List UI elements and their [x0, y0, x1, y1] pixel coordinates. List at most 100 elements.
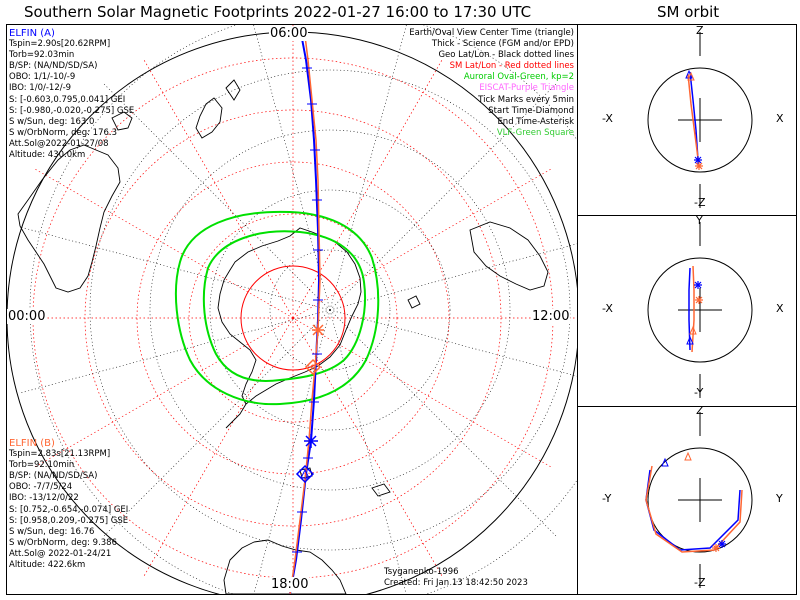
elfin-b-info-line: Tspin=2.83s[21.13RPM] [9, 449, 111, 460]
orbit-label-bottom: -Z [694, 576, 706, 589]
orbit-elfin-b [645, 465, 743, 553]
geo-lon-line [329, 25, 407, 311]
elfin-a-info-line: Altitude: 430.0km [9, 150, 86, 161]
orbit-frame [577, 24, 797, 595]
orbit-elfin-a-triangle [686, 335, 694, 345]
geo-lon-line [103, 83, 331, 311]
elfin-a-info: ELFIN (A) Tspin=2.90s[20.62RPM] Torb=92.0… [9, 28, 134, 161]
legend-entry: Tick Marks every 5min [478, 94, 574, 105]
geo-lat-circle [269, 249, 391, 371]
geo-lon-line [329, 309, 557, 537]
orbit-label-top: Y [696, 214, 703, 227]
auroral-oval [174, 210, 380, 406]
geo-lat-circle [149, 129, 511, 491]
plot-title: Southern Solar Magnetic Footprints 2022-… [24, 3, 532, 21]
mlt-label-top: 06:00 [269, 26, 309, 41]
orbit-label-right: X [776, 112, 784, 125]
new-zealand-coast [195, 97, 223, 139]
orbit-label-top: Z [696, 404, 704, 417]
elfin-a-name: ELFIN (A) [9, 28, 55, 39]
geo-lon-line [329, 309, 407, 594]
elfin-b-info-line: B/SP: (NA/ND/SD/SA) [9, 471, 98, 482]
geo-lon-line [329, 309, 577, 377]
orbit-label-bottom: -Y [694, 386, 704, 399]
elfin-a-info-line: S w/Sun, deg: 163.0 [9, 116, 95, 127]
elfin-a-info-line: S: [-0.603,0.795,0.041] GEI [9, 94, 126, 105]
kerguelen [407, 295, 421, 309]
orbit-elfin-a-triangle [661, 457, 669, 467]
legend-entry: EISCAT-Purple Triangle [479, 83, 574, 94]
sm-polar-circle [240, 265, 346, 371]
model-label: Tsyganenko-1996 [384, 567, 459, 577]
orbit-elfin-b-asterisk [695, 162, 703, 170]
sm-lon-line [292, 167, 553, 319]
tasmania-coast [111, 111, 133, 131]
orbit-label-left: -Y [602, 492, 612, 505]
new-zealand-north [225, 79, 241, 101]
legend-entry: Thick - Science (FGM and/or EPD) [431, 39, 574, 50]
track-tick-marks [292, 67, 323, 553]
south-america-coast [223, 539, 347, 594]
elfin-b-start-diamond [304, 358, 322, 376]
mlt-label-bottom: 18:00 [270, 577, 310, 592]
legend: Earth/Oval View Center Time (triangle) Th… [409, 28, 574, 139]
elfin-a-start-diamond [295, 464, 315, 484]
south-georgia [371, 483, 391, 497]
orbit-elfin-b-triangle [684, 451, 692, 461]
elfin-a-info-line: IBO: 1/0/-12/-9 [9, 83, 72, 94]
elfin-a-center-triangle [300, 468, 310, 479]
orbit-elfin-a-asterisk [694, 281, 702, 289]
orbit-elfin-b-triangle [687, 71, 695, 81]
orbit-label-left: -X [602, 112, 613, 125]
mlt-label-right: 12:00 [531, 309, 571, 324]
elfin-b-info: ELFIN (B) Tspin=2.83s[21.13RPM] Torb=92.1… [9, 438, 128, 571]
elfin-a-end-asterisk [304, 434, 318, 448]
orbit-label-right: Y [776, 492, 783, 505]
legend-entry: Auroral Oval-Green, kp=2 [463, 72, 574, 83]
geo-lon-line [20, 226, 331, 311]
elfin-a-info-line: S: [-0.980,-0.020,-0.275] GSE [9, 105, 135, 116]
africa-coast [469, 221, 549, 291]
sm-orbit-panels [645, 32, 753, 588]
elfin-b-track [289, 27, 321, 594]
australia-coast [17, 144, 121, 293]
elfin-b-center-marker [310, 364, 316, 370]
orbit-elfin-b-asterisk [695, 296, 703, 304]
elfin-b-info-line: OBO: -7/7/5/24 [9, 482, 73, 493]
orbit-label-left: -X [602, 302, 613, 315]
elfin-b-info-line: Torb=92.10min [9, 460, 75, 471]
legend-entry: Geo Lat/Lon - Black dotted lines [438, 50, 574, 61]
elfin-b-end-asterisk [312, 324, 324, 336]
created-label: Created: Fri Jan 13 18:42:50 2023 [384, 578, 528, 588]
elfin-b-info-line: S: [0.958,0.209,-0.275] GSE [9, 515, 129, 526]
orbit-elfin-a [688, 267, 691, 351]
antarctic-peninsula [225, 403, 247, 429]
elfin-b-name: ELFIN (B) [9, 438, 55, 449]
sm-lon-line [142, 58, 294, 319]
geo-lon-line [253, 25, 331, 311]
elfin-b-info-line: S w/OrbNorm, deg: 9.386 [9, 537, 118, 548]
legend-entry: Earth/Oval View Center Time (triangle) [409, 28, 574, 38]
elfin-a-info-line: B/SP: (NA/ND/SD/SA) [9, 61, 98, 72]
orbit-earth-circle [647, 447, 753, 553]
orbit-earth-circle [647, 257, 753, 363]
geo-lon-line [103, 309, 331, 537]
geo-lon-line [20, 309, 331, 394]
legend-entry: VLF-Green Square [496, 127, 574, 138]
auroral-oval-poleward [202, 230, 366, 382]
elfin-b-info-line: Altitude: 422.6km [9, 560, 86, 571]
legend-entry: Start Time-Diamond [488, 105, 574, 116]
legend-entry: End Time-Asterisk [497, 116, 574, 127]
elfin-b-lines: Tspin=2.83s[21.13RPM] Torb=92.10min B/SP: … [9, 449, 128, 571]
elfin-a-lines: Tspin=2.90s[20.62RPM] Torb=92.03min B/SP: … [9, 39, 134, 161]
auroral-oval-equatorward [174, 210, 380, 406]
geo-lon-line [329, 83, 557, 311]
orbit-elfin-b-triangle [689, 325, 697, 335]
orbit-elfin-a-asterisk [718, 540, 726, 548]
legend-entry: SM Lat/Lon - Red dotted lines [449, 61, 574, 72]
orbit-elfin-b [687, 73, 700, 167]
geo-lat-circle [209, 189, 451, 431]
orbit-earth-circle [647, 67, 753, 173]
orbit-elfin-a-asterisk [694, 156, 702, 164]
elfin-a-info-line: OBO: 1/1/-10/-9 [9, 72, 76, 83]
